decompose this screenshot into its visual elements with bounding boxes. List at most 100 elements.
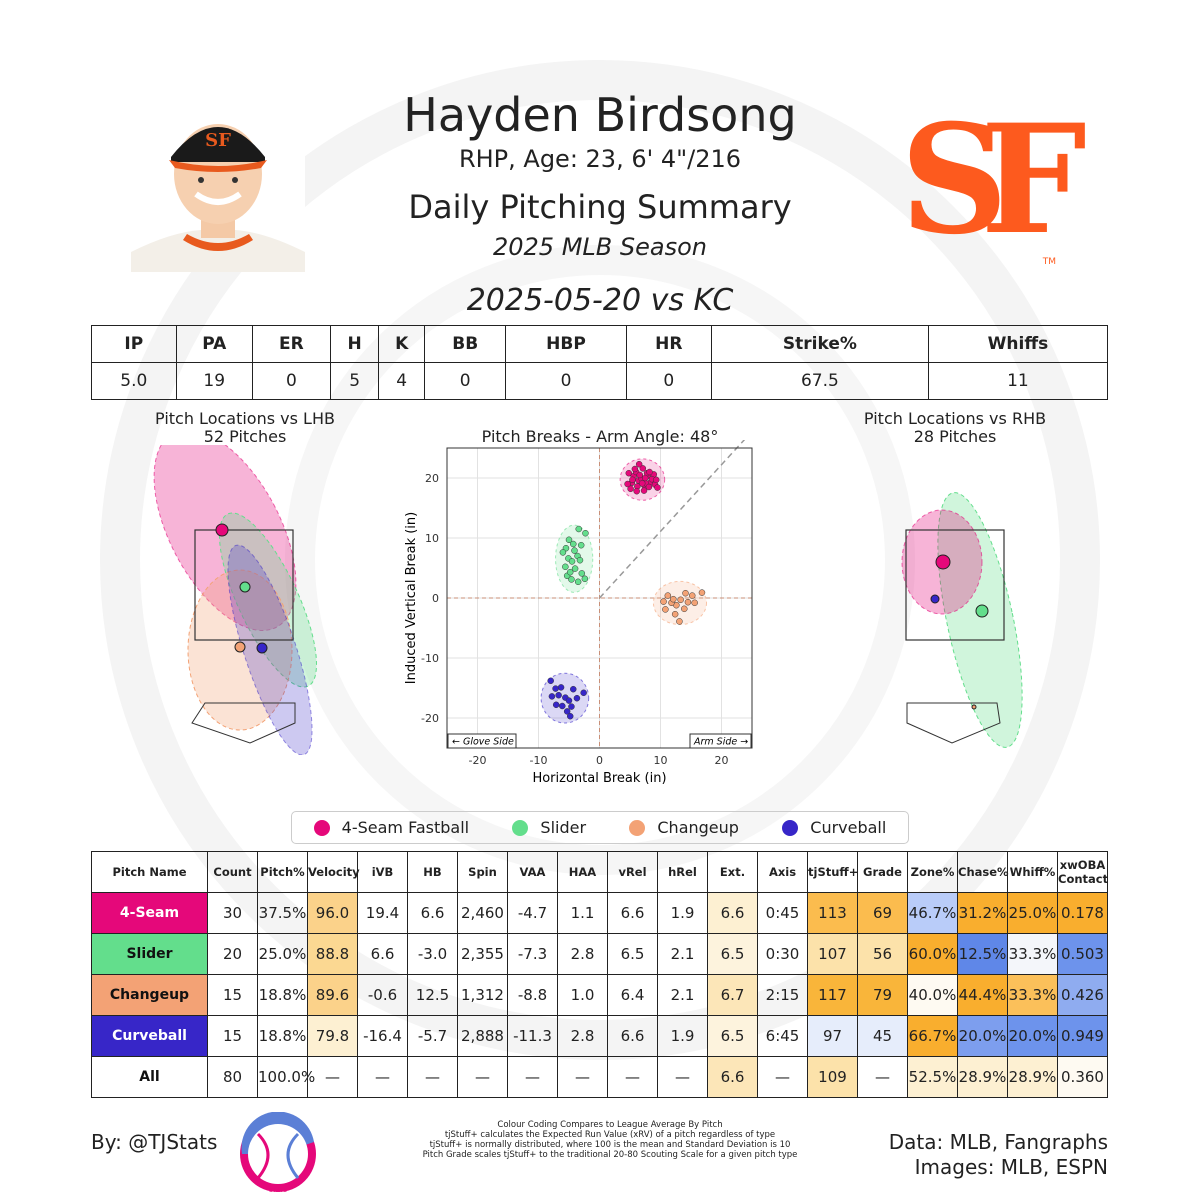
break-y-tick-label: 20 bbox=[425, 472, 439, 485]
pitch-table-cell: 20.0% bbox=[1007, 1015, 1058, 1057]
pitch-table-cell: 1,312 bbox=[457, 974, 508, 1016]
break-y-tick-label: -10 bbox=[421, 652, 439, 665]
lhb-plot-title: Pitch Locations vs LHB 52 Pitches bbox=[120, 410, 370, 446]
pitch-name-cell: Changeup bbox=[91, 974, 208, 1016]
pitch-metrics-table: Pitch Name Count Pitch% Velocity iVB HB Spin VA… bbox=[91, 851, 1108, 1098]
pitch-table-header: Pitch Name bbox=[91, 851, 208, 893]
footnotes: Colour Coding Compares to League Average… bbox=[390, 1120, 830, 1160]
break-grid: -20 -10 0 10 20 -20 -10 0 10 20 bbox=[421, 440, 752, 767]
pitch-table-cell: 69 bbox=[857, 892, 908, 934]
pitch-table-header: tjStuff+ bbox=[807, 851, 858, 893]
lhb-fourseam-mean bbox=[215, 523, 229, 537]
game-stat-table: IP PA ER H K BB HBP HR Strike% Whiffs 5.… bbox=[91, 325, 1109, 400]
break-point bbox=[688, 592, 696, 599]
pitch-table-cell: -8.8 bbox=[507, 974, 558, 1016]
pitch-table-cell: 12.5% bbox=[957, 933, 1008, 975]
pitch-table-cell: 19.4 bbox=[357, 892, 408, 934]
pitch-table-header: HAA bbox=[557, 851, 608, 893]
break-point bbox=[640, 487, 648, 494]
pitch-table-cell: -0.6 bbox=[357, 974, 408, 1016]
pitch-table-cell: — bbox=[507, 1056, 558, 1098]
break-point bbox=[664, 592, 672, 599]
stat-value: 5 bbox=[329, 362, 380, 400]
pitch-table-cell: 60.0% bbox=[907, 933, 958, 975]
break-point bbox=[552, 685, 559, 692]
break-point bbox=[652, 476, 660, 484]
pitch-table-cell: 96.0 bbox=[307, 892, 358, 934]
stat-header: PA bbox=[175, 325, 253, 363]
break-point bbox=[646, 468, 653, 476]
break-point bbox=[570, 540, 577, 548]
stat-value-row: 5.0 19 0 5 4 0 0 0 67.5 11 bbox=[91, 362, 1109, 400]
pitch-table-cell: — bbox=[557, 1056, 608, 1098]
source-credits: Data: MLB, Fangraphs Images: MLB, ESPN bbox=[889, 1130, 1108, 1180]
pitch-table-cell: 25.0% bbox=[257, 933, 308, 975]
lhb-strike-zone bbox=[194, 529, 294, 641]
lhb-slider-ellipse bbox=[219, 512, 317, 688]
lhb-curveball-mean bbox=[256, 642, 268, 654]
break-point bbox=[571, 565, 579, 572]
break-point bbox=[559, 549, 567, 556]
pitch-table-cell: 6:45 bbox=[757, 1015, 808, 1057]
stat-value: 19 bbox=[175, 362, 253, 400]
break-point bbox=[638, 480, 646, 487]
break-y-tick-label: 10 bbox=[425, 532, 439, 545]
break-point bbox=[555, 691, 562, 699]
legend-marker bbox=[512, 819, 529, 836]
pitch-table-cell: 37.5% bbox=[257, 892, 308, 934]
pitch-table-cell: 52.5% bbox=[907, 1056, 958, 1098]
break-point bbox=[676, 618, 683, 625]
pitch-table-cell: 6.6 bbox=[607, 1015, 658, 1057]
pitch-table-cell: 6.6 bbox=[357, 933, 408, 975]
pitch-table-cell: 97 bbox=[807, 1015, 858, 1057]
stat-header-row: IP PA ER H K BB HBP HR Strike% Whiffs bbox=[91, 325, 1109, 363]
break-point bbox=[576, 556, 584, 564]
pitch-table-header: Whiff% bbox=[1007, 851, 1058, 893]
break-point bbox=[580, 689, 587, 697]
legend-marker bbox=[629, 819, 646, 836]
pitch-table-cell: 6.6 bbox=[707, 1056, 758, 1098]
rhb-plot-title: Pitch Locations vs RHB 28 Pitches bbox=[830, 410, 1080, 446]
break-point bbox=[562, 563, 569, 571]
pitch-table-cell: 20 bbox=[207, 933, 258, 975]
pitch-table-cell: — bbox=[757, 1056, 808, 1098]
break-x-tick-label: -10 bbox=[530, 754, 548, 767]
pitch-table-cell: 100.0% bbox=[257, 1056, 315, 1098]
pitch-table-cell: 0:45 bbox=[757, 892, 808, 934]
pitch-table-cell: 2.8 bbox=[557, 1015, 608, 1057]
break-point bbox=[624, 480, 631, 488]
svg-text:SF: SF bbox=[205, 130, 231, 151]
pitch-table-cell: 1.0 bbox=[557, 974, 608, 1016]
stat-value: 0 bbox=[251, 362, 331, 400]
pitch-table-cell: 0.503 bbox=[1057, 933, 1108, 975]
lhb-location-plot bbox=[153, 445, 317, 755]
pitch-table-header: VAA bbox=[507, 851, 558, 893]
data-source: Data: MLB, Fangraphs bbox=[888, 1130, 1108, 1154]
author-credit: By: @TJStats bbox=[91, 1130, 218, 1154]
pitch-table-cell: 46.7% bbox=[907, 892, 958, 934]
pitch-table-header: iVB bbox=[357, 851, 408, 893]
pitch-table-cell: 44.4% bbox=[957, 974, 1008, 1016]
stat-value: 5.0 bbox=[91, 362, 177, 400]
break-point bbox=[547, 677, 554, 685]
pitch-name-cell: Slider bbox=[91, 933, 208, 975]
stat-value: 67.5 bbox=[710, 362, 929, 400]
pitch-table-cell: 2.1 bbox=[657, 933, 708, 975]
stat-header: Whiffs bbox=[927, 325, 1109, 363]
player-name: Hayden Birdsong bbox=[403, 88, 797, 142]
footnote: Colour Coding Compares to League Average… bbox=[497, 1120, 723, 1130]
pitch-table-header: Pitch% bbox=[257, 851, 308, 893]
break-point bbox=[571, 547, 578, 554]
break-point bbox=[565, 697, 573, 704]
break-x-tick-label: 0 bbox=[596, 754, 603, 767]
lhb-title: Pitch Locations vs LHB bbox=[155, 409, 335, 428]
pitch-table-cell: — bbox=[407, 1056, 458, 1098]
pitch-table-cell: 28.9% bbox=[1007, 1056, 1058, 1098]
rhb-strike-zone bbox=[905, 529, 1005, 641]
pitch-table-cell: -16.4 bbox=[357, 1015, 408, 1057]
break-point bbox=[557, 684, 565, 691]
arm-angle-line bbox=[598, 440, 746, 599]
legend-item-changeup: Changeup bbox=[629, 818, 739, 837]
legend-marker bbox=[313, 819, 330, 836]
pitch-table-cell: 25.0% bbox=[1007, 892, 1058, 934]
